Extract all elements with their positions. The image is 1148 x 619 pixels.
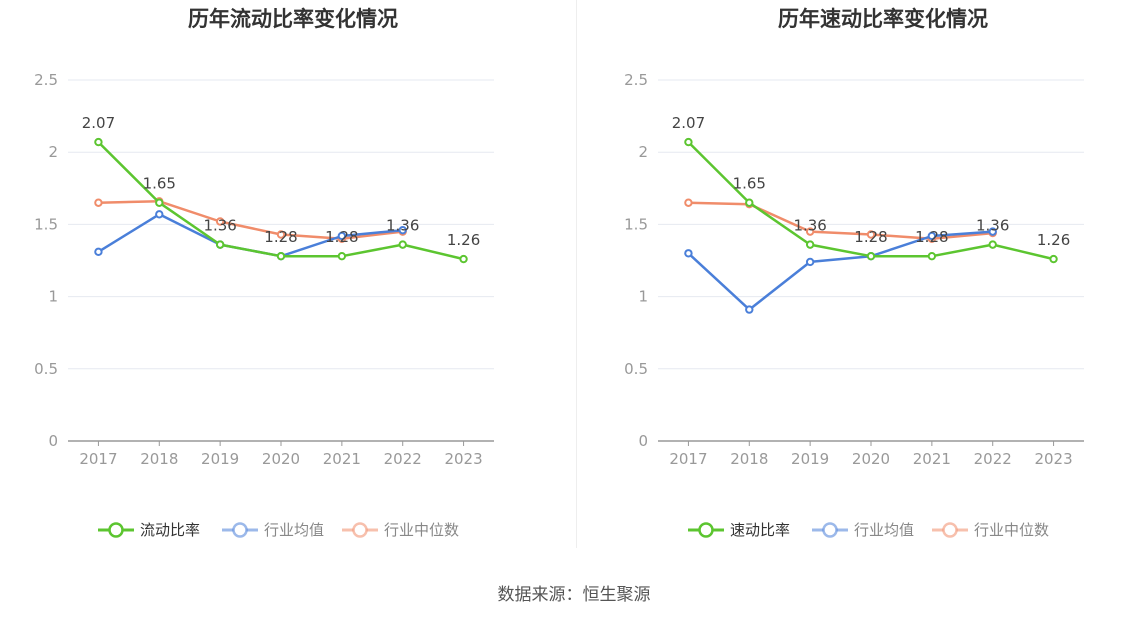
legend-swatch-marker	[698, 522, 714, 538]
legend-label: 行业中位数	[974, 521, 1049, 539]
data-label: 1.65	[143, 175, 176, 193]
series-point-1	[94, 247, 103, 257]
legend-swatch-marker	[352, 522, 368, 538]
data-label: 1.28	[854, 228, 887, 246]
x-tick-label: 2022	[384, 450, 422, 468]
legend-swatch-marker	[108, 522, 124, 538]
x-tick-label: 2019	[201, 450, 239, 468]
legend-label: 流动比率	[140, 521, 200, 539]
series-point-1	[684, 249, 693, 258]
data-label: 1.26	[1037, 231, 1070, 249]
series-point-0	[155, 198, 164, 207]
data-label: 1.28	[915, 228, 948, 246]
y-tick-label: 1.5	[624, 215, 648, 233]
series-point-0	[805, 240, 815, 249]
series-point-2	[276, 230, 286, 239]
series-line-2	[98, 200, 403, 241]
x-tick-label: 2020	[852, 450, 890, 468]
data-label: 1.65	[733, 175, 766, 193]
legend-swatch-marker	[232, 522, 248, 538]
legend-label: 行业均值	[264, 521, 324, 539]
x-tick-label: 2019	[791, 450, 829, 468]
y-tick-label: 0.5	[624, 360, 648, 378]
y-tick-label: 1.5	[34, 215, 58, 233]
series-point-0	[398, 240, 407, 249]
x-tick-label: 2017	[669, 450, 707, 468]
series-point-2	[866, 230, 876, 239]
series-point-1	[337, 231, 347, 241]
x-tick-label: 2023	[444, 450, 482, 468]
legend-label: 速动比率	[730, 521, 790, 539]
y-tick-label: 2	[48, 143, 58, 161]
x-tick-label: 2022	[974, 450, 1012, 468]
y-tick-label: 2.5	[624, 71, 648, 89]
legend-swatch-marker	[942, 522, 958, 538]
data-label: 2.07	[672, 114, 705, 132]
legend-swatch-marker	[822, 522, 838, 538]
series-point-0	[1049, 254, 1058, 264]
y-tick-label: 0	[48, 432, 58, 450]
x-tick-label: 2018	[730, 450, 768, 468]
series-point-1	[805, 257, 815, 267]
series-point-1	[988, 227, 997, 236]
data-label: 2.07	[82, 114, 115, 132]
series-point-2	[94, 198, 103, 207]
series-point-0	[459, 254, 468, 264]
series-point-0	[215, 240, 225, 249]
series-point-0	[337, 251, 347, 261]
y-tick-label: 0.5	[34, 360, 58, 378]
series-point-1	[745, 305, 754, 314]
series-point-0	[276, 251, 286, 261]
data-label: 1.28	[264, 228, 297, 246]
series-point-0	[927, 251, 937, 261]
x-tick-label: 2017	[79, 450, 117, 468]
series-point-0	[684, 137, 693, 147]
data-label: 1.26	[447, 231, 480, 249]
data-label: 1.36	[203, 217, 236, 235]
current-ratio-chart: 历年流动比率变化情况 0 0.5 1 1.5 2 2.5 2017 2018 2019 2020 20…	[0, 0, 574, 560]
series-line-1	[687, 230, 993, 311]
series-point-0	[988, 240, 997, 249]
y-tick-label: 2.5	[34, 71, 58, 89]
current-ratio-chart-svg: 历年流动比率变化情况 0 0.5 1 1.5 2 2.5 2017 2018 2019 2020 20…	[34, 7, 494, 539]
series-point-2	[684, 198, 693, 207]
data-label: 1.28	[325, 228, 358, 246]
panel-divider	[576, 0, 577, 548]
y-tick-label: 1	[48, 288, 58, 306]
series-point-2	[805, 227, 815, 236]
x-tick-label: 2020	[262, 450, 300, 468]
y-tick-label: 2	[638, 143, 648, 161]
data-label: 1.36	[386, 217, 419, 235]
series-point-2	[215, 217, 225, 226]
x-tick-label: 2023	[1034, 450, 1072, 468]
legend-label: 行业中位数	[384, 521, 459, 539]
series-point-1	[398, 225, 407, 235]
data-label: 1.36	[976, 217, 1009, 235]
series-point-0	[745, 198, 754, 207]
chart-title: 历年速动比率变化情况	[778, 7, 988, 31]
series-point-0	[94, 137, 103, 147]
quick-ratio-chart-svg: 历年速动比率变化情况 0 0.5 1 1.5 2 2.5 2017 2018 2019 2020 20…	[624, 7, 1084, 539]
series-point-0	[866, 251, 876, 261]
series-line-2	[688, 201, 993, 241]
y-tick-label: 0	[638, 432, 648, 450]
x-tick-label: 2021	[323, 450, 361, 468]
data-label: 1.36	[793, 217, 826, 235]
chart-title: 历年流动比率变化情况	[188, 7, 398, 31]
y-tick-label: 1	[638, 288, 648, 306]
data-source-note: 数据来源：恒生聚源	[497, 585, 651, 605]
quick-ratio-chart: 历年速动比率变化情况 0 0.5 1 1.5 2 2.5 2017 2018 2019 2020 20…	[590, 0, 1148, 560]
x-tick-label: 2021	[913, 450, 951, 468]
series-point-1	[155, 210, 164, 219]
legend-label: 行业均值	[854, 521, 914, 539]
x-tick-label: 2018	[140, 450, 178, 468]
series-point-1	[927, 231, 937, 241]
